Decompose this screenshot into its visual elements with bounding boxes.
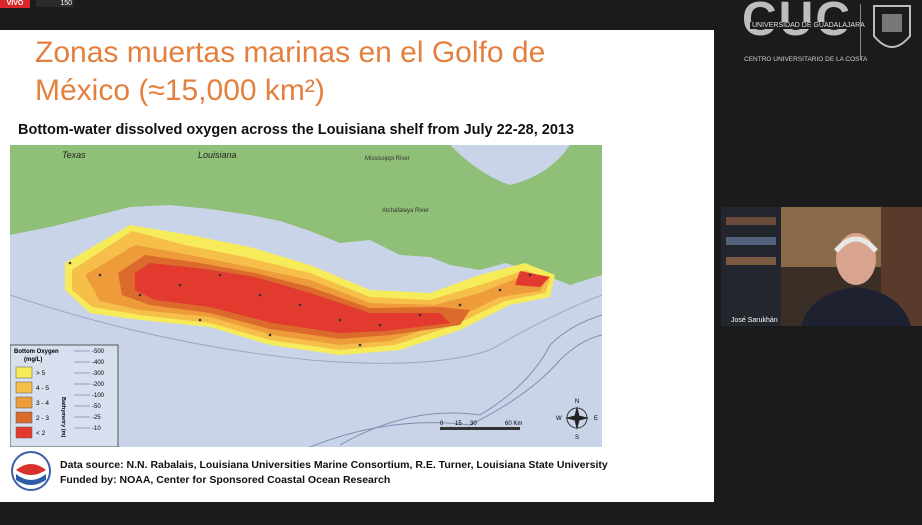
bathymetry-label: -10 bbox=[92, 426, 101, 432]
legend-label: < 2 bbox=[36, 430, 46, 437]
bathymetry-line bbox=[339, 314, 602, 446]
books bbox=[726, 217, 776, 225]
shield bbox=[873, 5, 911, 48]
bathymetry-label: -200 bbox=[92, 382, 105, 388]
scale-label: 30 bbox=[470, 421, 477, 427]
scale-label: 0 bbox=[440, 421, 444, 427]
slide-subtitle: Bottom-water dissolved oxygen across the… bbox=[18, 122, 575, 138]
logo-university: UNIVERSIDAD DE GUADALAJARA bbox=[750, 22, 867, 29]
scale-bar-body bbox=[440, 427, 520, 430]
legend-label: > 5 bbox=[36, 370, 46, 377]
live-badge: VIVO bbox=[0, 0, 30, 8]
participant-video: José Sarukhán bbox=[721, 207, 922, 326]
gulf-logo-zone bbox=[16, 464, 46, 475]
legend-label: 3 - 4 bbox=[36, 400, 49, 407]
bathymetry-label: -100 bbox=[92, 393, 105, 399]
bathymetry-label: -300 bbox=[92, 371, 105, 377]
viewer-count: 150 bbox=[36, 0, 74, 7]
legend-swatch bbox=[15, 381, 33, 394]
place-label: Mississippi River bbox=[365, 156, 410, 162]
bathymetry-label: -25 bbox=[92, 415, 101, 421]
bathymetry-line bbox=[309, 334, 602, 447]
legend-unit: (mg/L) bbox=[24, 357, 42, 363]
bathymetry-label: -500 bbox=[92, 349, 105, 355]
compass-letter: N bbox=[575, 399, 579, 405]
compass-rose bbox=[565, 406, 589, 430]
slide-title: México (≈15,000 km²) bbox=[35, 74, 325, 107]
bathymetry-label: -50 bbox=[92, 404, 101, 410]
slide-title: Zonas muertas marinas en el Golfo de bbox=[35, 36, 546, 69]
compass-letter: E bbox=[594, 416, 598, 422]
legend-classes: > 5 4 - 5 3 - 4 2 - 3 < 2 bbox=[15, 366, 49, 439]
books bbox=[726, 257, 776, 265]
gulf-logo bbox=[11, 451, 51, 491]
participant-name: José Sarukhán bbox=[731, 317, 778, 324]
legend-swatch bbox=[15, 411, 33, 424]
station-dots bbox=[68, 261, 532, 347]
person-body bbox=[801, 287, 911, 326]
legend-swatch bbox=[15, 396, 33, 409]
person-hair bbox=[834, 236, 878, 253]
zone-lt2 bbox=[135, 263, 550, 333]
logo-center: CENTRO UNIVERSITARIO DE LA COSTA bbox=[744, 56, 868, 63]
place-label: Texas bbox=[62, 150, 86, 160]
legend-swatch bbox=[15, 426, 33, 439]
legend-title: Bottom Oxygen bbox=[14, 349, 59, 355]
bathymetry-line bbox=[10, 294, 602, 364]
bathymetry-title: Bathymetry (m) bbox=[60, 397, 66, 438]
compass-letter: W bbox=[556, 416, 562, 422]
credit-line: Funded by: NOAA, Center for Sponsored Co… bbox=[60, 474, 391, 486]
place-label: Louisiana bbox=[198, 150, 237, 160]
books bbox=[726, 237, 776, 245]
bookshelf bbox=[721, 207, 781, 326]
person-head bbox=[836, 233, 876, 285]
scale-label: 15 bbox=[455, 421, 462, 427]
legend-swatch bbox=[15, 366, 33, 379]
gulf-logo-water bbox=[16, 474, 46, 485]
land bbox=[10, 145, 602, 285]
legend-label: 2 - 3 bbox=[36, 415, 49, 422]
bathymetry-legend: -500 -400 -300 -200 -100 -50 -25 -10 bbox=[74, 349, 105, 432]
shield-emblem bbox=[882, 14, 902, 32]
scale-bar: 0 15 30 60 Km bbox=[440, 421, 522, 430]
credit-line: Data source: N.N. Rabalais, Louisiana Un… bbox=[60, 459, 608, 471]
scale-label: 60 Km bbox=[505, 421, 522, 427]
water-inlet bbox=[450, 145, 570, 185]
compass-letter: S bbox=[575, 435, 579, 441]
logo-divider bbox=[860, 4, 861, 60]
map: Texas Louisiana Mississippi River Atchaf… bbox=[10, 145, 602, 447]
legend-label: 4 - 5 bbox=[36, 385, 49, 392]
place-label: Atchafalaya River bbox=[382, 208, 429, 214]
shield-outline bbox=[873, 5, 911, 48]
bathymetry-label: -400 bbox=[92, 360, 105, 366]
